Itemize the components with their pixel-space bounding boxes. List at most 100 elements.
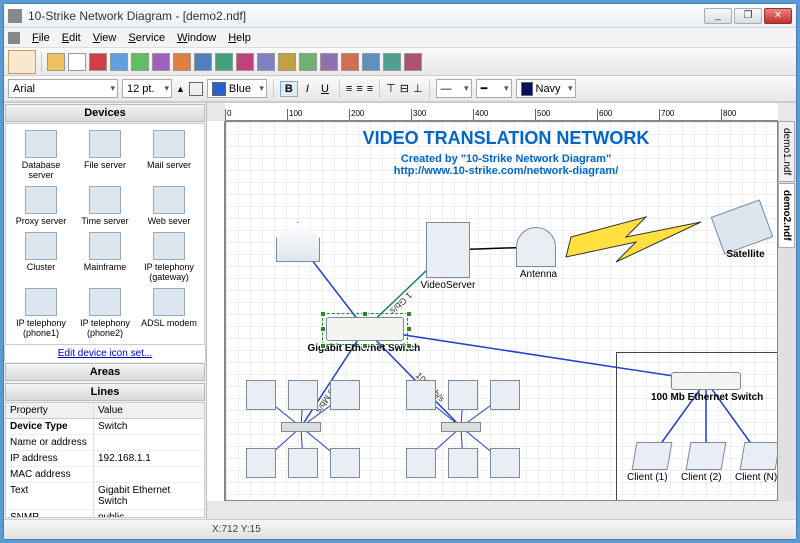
tool-button[interactable] [236, 53, 254, 71]
size-combo[interactable]: 12 pt. [122, 79, 172, 98]
maximize-button[interactable]: ❐ [734, 8, 762, 24]
device-item[interactable]: File server [74, 128, 136, 182]
statusbar: X:712 Y:15 [4, 519, 796, 539]
diagram-node-pc23[interactable] [490, 380, 520, 412]
tool-button[interactable] [299, 53, 317, 71]
tool-button[interactable] [194, 53, 212, 71]
property-row[interactable]: Name or address [6, 435, 204, 451]
underline-button[interactable]: U [317, 82, 333, 96]
tool-button[interactable] [341, 53, 359, 71]
menu-help[interactable]: Help [228, 32, 251, 44]
tool-button[interactable] [320, 53, 338, 71]
doc-tab[interactable]: demo1.ndf [778, 121, 795, 182]
property-row[interactable]: TextGigabit Ethernet Switch [6, 483, 204, 510]
text-bg-swatch[interactable] [189, 82, 203, 96]
property-row[interactable]: Device TypeSwitch [6, 419, 204, 435]
diagram-node-pc15[interactable] [288, 448, 318, 480]
diagram-node-pc16[interactable] [330, 448, 360, 480]
device-item[interactable]: IP telephony (phone1) [10, 286, 72, 340]
diagram-node-switch2[interactable]: 100 Mb Ethernet Switch [671, 372, 741, 403]
italic-button[interactable]: I [302, 82, 313, 96]
menu-view[interactable]: View [93, 32, 117, 44]
devices-header[interactable]: Devices [5, 104, 205, 122]
tool-button[interactable] [278, 53, 296, 71]
diagram-node-pc21[interactable] [406, 380, 436, 412]
menu-edit[interactable]: Edit [62, 32, 81, 44]
tool-button[interactable] [173, 53, 191, 71]
tool-button[interactable] [215, 53, 233, 71]
resize-handle[interactable] [362, 311, 368, 317]
font-combo[interactable]: Arial [8, 79, 118, 98]
align-right-icon[interactable]: ≡ [367, 83, 373, 95]
tool-button[interactable] [257, 53, 275, 71]
close-button[interactable]: ✕ [764, 8, 792, 24]
bold-button[interactable]: B [280, 81, 298, 97]
diagram-node-pc11[interactable] [246, 380, 276, 412]
tool-button[interactable] [362, 53, 380, 71]
resize-handle[interactable] [320, 311, 326, 317]
device-item[interactable]: IP telephony (gateway) [138, 230, 200, 284]
diagram-node-client2[interactable]: Client (2) [688, 442, 724, 483]
diagram-node-pc13[interactable] [330, 380, 360, 412]
device-item[interactable]: Mail server [138, 128, 200, 182]
minimize-button[interactable]: _ [704, 8, 732, 24]
tool-button[interactable] [383, 53, 401, 71]
diagram-node-clientn[interactable]: Client (N) [742, 442, 778, 483]
diagram-node-videoserver[interactable]: VideoServer [426, 222, 470, 291]
menu-service[interactable]: Service [128, 32, 165, 44]
line-style-combo[interactable]: — [436, 79, 472, 98]
diagram-node-hub1[interactable] [281, 422, 321, 434]
diagram-canvas[interactable]: 1 Gb/s100 Mb/s100 Mb/s VIDEO TRANSLATION… [225, 121, 778, 501]
diagram-node-pc14[interactable] [246, 448, 276, 480]
menu-file[interactable]: File [32, 32, 50, 44]
diagram-node-satellite[interactable]: Satellite [716, 207, 768, 260]
device-item[interactable]: Proxy server [10, 184, 72, 228]
areas-header[interactable]: Areas [5, 363, 205, 381]
diagram-node-house[interactable] [276, 222, 320, 264]
tool-button[interactable] [404, 53, 422, 71]
diagram-node-pc25[interactable] [448, 448, 478, 480]
edit-iconset-link[interactable]: Edit device icon set... [4, 345, 206, 362]
menu-window[interactable]: Window [177, 32, 216, 44]
fill-combo[interactable]: Blue [207, 79, 267, 98]
resize-handle[interactable] [406, 311, 412, 317]
property-row[interactable]: IP address192.168.1.1 [6, 451, 204, 467]
diagram-node-hub2[interactable] [441, 422, 481, 434]
resize-handle[interactable] [362, 343, 368, 349]
device-item[interactable]: Web sever [138, 184, 200, 228]
diagram-node-antenna[interactable]: Antenna [516, 227, 556, 280]
resize-handle[interactable] [320, 343, 326, 349]
valign-top-icon[interactable]: ⊤ [386, 82, 396, 95]
property-row[interactable]: MAC address [6, 467, 204, 483]
tool-button[interactable] [131, 53, 149, 71]
diagram-node-pc12[interactable] [288, 380, 318, 412]
device-item[interactable]: Database server [10, 128, 72, 182]
align-center-icon[interactable]: ≡ [356, 83, 362, 95]
diagram-node-pc24[interactable] [406, 448, 436, 480]
tool-button[interactable] [47, 53, 65, 71]
tool-button[interactable] [152, 53, 170, 71]
diagram-node-client1[interactable]: Client (1) [634, 442, 670, 483]
valign-bot-icon[interactable]: ⊥ [413, 82, 423, 95]
tool-button[interactable] [110, 53, 128, 71]
line-color-combo[interactable]: Navy [516, 79, 576, 98]
device-item[interactable]: IP telephony (phone2) [74, 286, 136, 340]
device-item[interactable]: ADSL modem [138, 286, 200, 340]
device-item[interactable]: Time server [74, 184, 136, 228]
device-item[interactable]: Cluster [10, 230, 72, 284]
resize-handle[interactable] [320, 326, 326, 332]
device-item[interactable]: Mainframe [74, 230, 136, 284]
property-row[interactable]: SNMP communitypublic [6, 510, 204, 518]
doc-tab[interactable]: demo2.ndf [778, 183, 795, 248]
tool-button[interactable] [89, 53, 107, 71]
line-weight-combo[interactable]: ━ [476, 79, 512, 98]
valign-mid-icon[interactable]: ⊟ [400, 82, 409, 95]
tool-button[interactable] [8, 50, 36, 74]
resize-handle[interactable] [406, 326, 412, 332]
diagram-node-pc26[interactable] [490, 448, 520, 480]
diagram-node-pc22[interactable] [448, 380, 478, 412]
align-left-icon[interactable]: ≡ [346, 83, 352, 95]
lines-header[interactable]: Lines [5, 383, 205, 401]
resize-handle[interactable] [406, 343, 412, 349]
tool-button[interactable] [68, 53, 86, 71]
